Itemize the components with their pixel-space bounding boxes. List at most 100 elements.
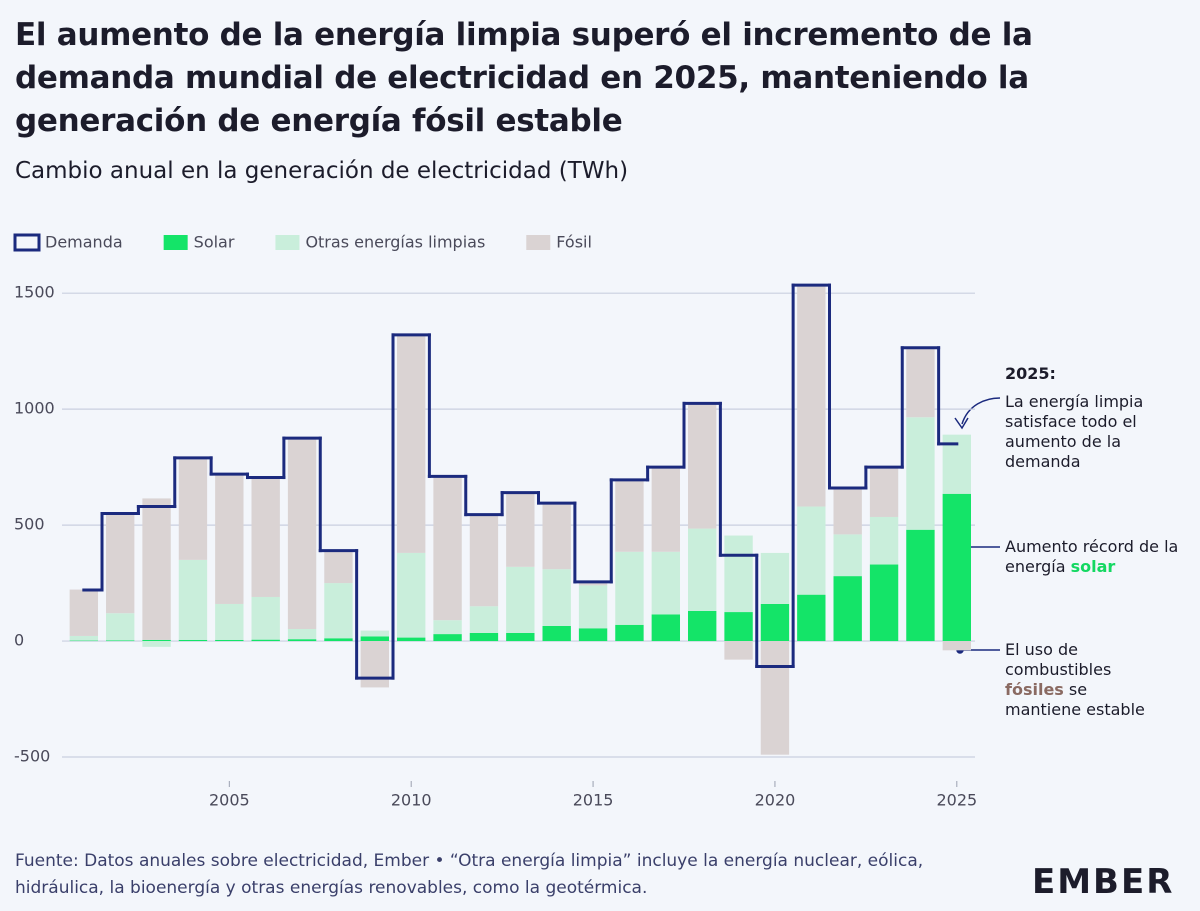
- bar: [869, 564, 899, 642]
- bar: [542, 625, 571, 642]
- legend-label: Demanda: [45, 233, 123, 252]
- bar: [178, 559, 208, 640]
- y-tick-label: 500: [14, 515, 45, 534]
- bar: [942, 493, 971, 642]
- chart-subtitle: Cambio anual en la generación de electri…: [15, 158, 629, 184]
- bar: [833, 489, 862, 535]
- bar: [106, 640, 135, 642]
- bar: [433, 634, 462, 642]
- bar: [215, 639, 244, 642]
- bar: [469, 606, 499, 633]
- bar: [688, 528, 717, 611]
- bar: [251, 596, 280, 640]
- bar: [251, 478, 280, 597]
- bar: [869, 467, 899, 517]
- annotation-text: La energía limpia satisface todo el aume…: [1005, 392, 1144, 471]
- bars: [69, 285, 971, 755]
- annotation-highlight: solar: [1070, 557, 1116, 576]
- y-tick-label: 1000: [14, 399, 55, 418]
- bar: [542, 503, 571, 570]
- bar: [724, 612, 753, 642]
- demand-line: [82, 283, 959, 680]
- bar: [797, 594, 826, 642]
- bar: [142, 641, 171, 647]
- bar: [433, 620, 462, 635]
- bar: [615, 624, 644, 642]
- bar: [724, 535, 753, 613]
- legend-swatch: [275, 235, 300, 250]
- bar: [215, 603, 244, 640]
- y-tick-label: -500: [14, 747, 50, 766]
- bar: [324, 583, 353, 639]
- bar: [578, 583, 608, 586]
- x-tick-label: 2010: [391, 791, 432, 810]
- bar: [760, 603, 790, 642]
- bar: [688, 403, 717, 529]
- x-tick-label: 2025: [936, 791, 977, 810]
- annotation: Aumento récord de la energía solar: [1005, 537, 1180, 577]
- annotation: 2025:: [1005, 364, 1195, 384]
- bar: [651, 468, 681, 552]
- bar: [724, 641, 753, 660]
- x-tick-label: 2020: [755, 791, 796, 810]
- bar: [469, 514, 499, 607]
- bar: [397, 637, 426, 642]
- legend-swatch: [13, 233, 41, 252]
- annotation: La energía limpia satisface todo el aume…: [1005, 392, 1180, 472]
- bar: [906, 529, 935, 642]
- x-tick-label: 2005: [209, 791, 250, 810]
- bar: [69, 589, 99, 636]
- bar: [797, 506, 826, 595]
- bar: [578, 585, 608, 629]
- bar: [469, 632, 499, 642]
- bar: [287, 438, 317, 629]
- bar: [833, 576, 862, 642]
- legend-swatch: [526, 235, 551, 250]
- bar: [506, 566, 535, 633]
- bar: [360, 636, 390, 642]
- x-tick-label: 2015: [573, 791, 614, 810]
- bar: [251, 639, 280, 642]
- bar: [506, 632, 535, 642]
- pointer: [961, 397, 1001, 425]
- bar: [215, 475, 244, 604]
- bar: [760, 641, 790, 755]
- bar: [324, 638, 353, 642]
- chart-title: El aumento de la energía limpia superó e…: [15, 17, 1033, 139]
- bar: [106, 613, 135, 641]
- bar: [142, 498, 171, 640]
- annotation: El uso de combustibles fósiles se mantie…: [1005, 640, 1145, 720]
- bar: [833, 534, 862, 577]
- bar: [906, 347, 935, 418]
- annotation-text: Aumento récord de la energía: [1005, 537, 1179, 576]
- bar: [106, 514, 135, 614]
- bar: [178, 457, 208, 560]
- bar: [287, 628, 317, 640]
- legend-label: Fósil: [556, 233, 592, 252]
- bar: [760, 552, 790, 604]
- bar: [178, 639, 208, 642]
- arrow-head: [954, 417, 969, 430]
- bar: [397, 334, 426, 553]
- y-tick-label: 0: [14, 631, 24, 650]
- bar: [360, 641, 390, 688]
- annotation-highlight: fósiles: [1005, 680, 1064, 699]
- annotation-text: se mantiene estable: [1005, 680, 1145, 719]
- bar: [287, 639, 317, 642]
- bar: [542, 569, 571, 626]
- bar: [906, 417, 935, 530]
- legend-label: Otras energías limpias: [305, 233, 485, 252]
- bar: [397, 552, 426, 638]
- annotation-text: El uso de combustibles: [1005, 640, 1112, 679]
- bar: [69, 635, 99, 641]
- bar: [142, 639, 171, 642]
- footer: Fuente: Datos anuales sobre electricidad…: [15, 851, 924, 898]
- bar: [869, 516, 899, 565]
- bar: [578, 628, 608, 642]
- bar: [615, 551, 644, 625]
- legend-swatch: [163, 235, 188, 250]
- bar: [324, 550, 353, 584]
- bar: [942, 641, 971, 651]
